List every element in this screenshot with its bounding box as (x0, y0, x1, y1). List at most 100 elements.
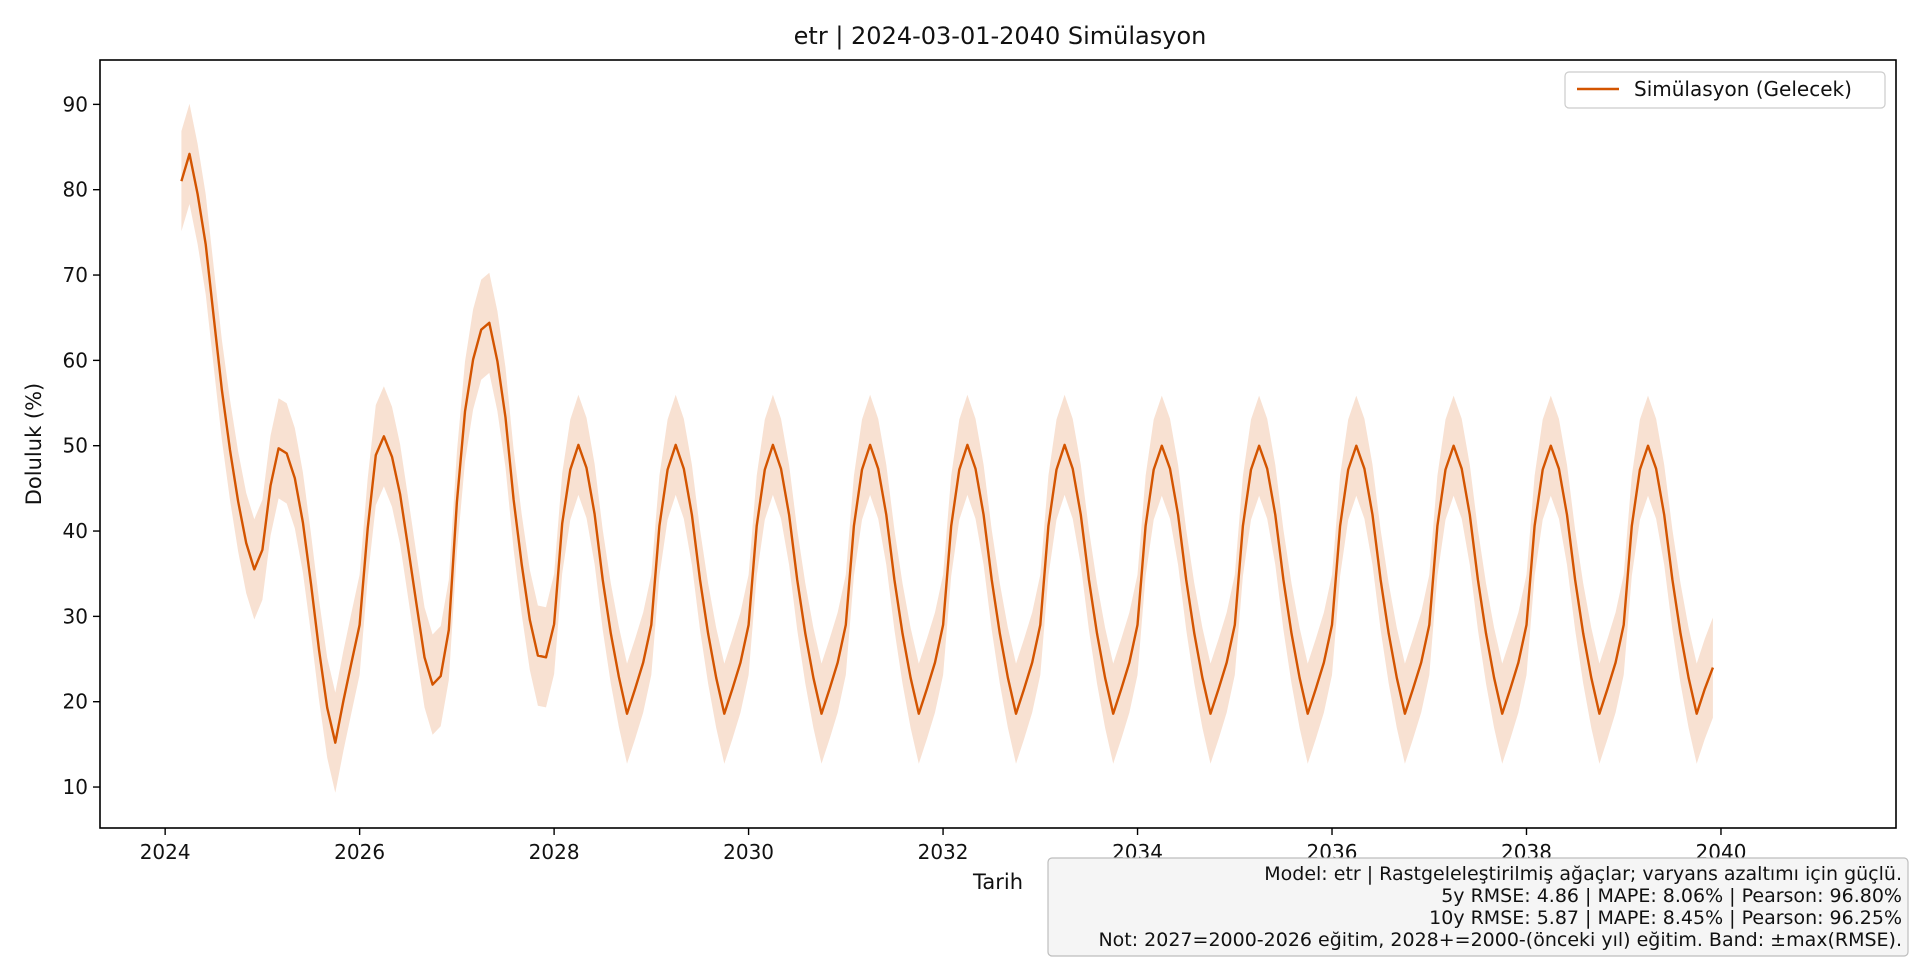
data-point (666, 468, 670, 472)
data-point (1055, 468, 1059, 472)
data-point (1500, 712, 1504, 716)
legend-box (1564, 71, 1886, 109)
data-point (706, 631, 710, 635)
data-point (204, 242, 208, 246)
data-point (1079, 513, 1083, 517)
data-point (1541, 468, 1545, 472)
data-point (463, 410, 467, 414)
data-point (1419, 661, 1423, 665)
data-point (690, 513, 694, 517)
y-tick-label: 60 (63, 348, 88, 372)
data-point (625, 712, 629, 716)
data-point (909, 676, 913, 680)
data-point (1127, 661, 1131, 665)
data-point (649, 623, 653, 627)
x-tick-label: 2026 (334, 840, 385, 864)
data-point (269, 484, 273, 488)
data-point (341, 699, 345, 703)
data-point (1711, 666, 1715, 670)
data-point (568, 468, 572, 472)
data-point (1087, 578, 1091, 582)
data-point (1614, 661, 1618, 665)
data-point (1403, 712, 1407, 716)
data-point (179, 179, 183, 183)
data-point (1111, 712, 1115, 716)
data-point (1687, 676, 1691, 680)
plot-frame (99, 59, 1897, 829)
data-point (868, 443, 872, 447)
data-point (1152, 468, 1156, 472)
data-point (504, 416, 508, 420)
data-point (1646, 444, 1650, 448)
data-point (1516, 661, 1520, 665)
data-point (601, 578, 605, 582)
y-tick-label: 90 (63, 92, 88, 116)
data-point (917, 712, 921, 716)
data-point (949, 524, 953, 528)
data-point (1298, 676, 1302, 680)
data-point (998, 631, 1002, 635)
data-point (593, 512, 597, 516)
data-point (1209, 712, 1213, 716)
data-point (779, 467, 783, 471)
data-point (820, 712, 824, 716)
note-line-4: Not: 2027=2000-2026 eğitim, 2028+=2000-(… (1098, 929, 1902, 951)
data-point (277, 446, 281, 450)
data-point (617, 675, 621, 679)
data-point (811, 676, 815, 680)
data-point (1038, 623, 1042, 627)
data-point (301, 521, 305, 525)
series-line-0 (180, 152, 1715, 744)
data-point (730, 687, 734, 691)
data-point (795, 578, 799, 582)
data-point (487, 321, 491, 325)
data-point (439, 674, 443, 678)
data-point (1184, 578, 1188, 582)
data-point (1322, 661, 1326, 665)
y-axis-title: Doluluk (%) (22, 383, 46, 505)
data-point (260, 548, 264, 552)
data-point (884, 513, 888, 517)
data-point (1354, 444, 1358, 448)
model-note-box: Model: etr | Rastgeleleştirilmiş ağaçlar… (1047, 857, 1909, 957)
data-point (739, 661, 743, 665)
data-point (1638, 468, 1642, 472)
data-point (585, 466, 589, 470)
data-point (1387, 631, 1391, 635)
data-point (674, 443, 678, 447)
data-point (196, 192, 200, 196)
data-point (1217, 687, 1221, 691)
data-point (1338, 524, 1342, 528)
data-point (641, 661, 645, 665)
data-point (236, 499, 240, 503)
y-tick-label: 30 (63, 604, 88, 628)
data-point (1006, 676, 1010, 680)
data-point (852, 524, 856, 528)
data-point (901, 631, 905, 635)
data-point (1379, 578, 1383, 582)
data-point (1452, 444, 1456, 448)
data-point (803, 631, 807, 635)
data-point (1046, 524, 1050, 528)
data-point (1273, 513, 1277, 517)
data-point (1225, 661, 1229, 665)
data-point (1508, 687, 1512, 691)
note-background (1047, 857, 1909, 957)
data-point (1119, 687, 1123, 691)
data-point (1144, 524, 1148, 528)
data-point (1597, 712, 1601, 716)
data-point (244, 541, 248, 545)
data-point (1460, 467, 1464, 471)
y-tick-label: 70 (63, 263, 88, 287)
data-point (933, 661, 937, 665)
note-line-3: 10y RMSE: 5.87 | MAPE: 8.45% | Pearson: … (1429, 907, 1902, 929)
data-point (1484, 631, 1488, 635)
data-point (1160, 444, 1164, 448)
data-point (787, 513, 791, 517)
data-point (974, 467, 978, 471)
data-point (414, 602, 418, 606)
data-point (1581, 631, 1585, 635)
data-point (747, 623, 751, 627)
data-point (1233, 623, 1237, 627)
